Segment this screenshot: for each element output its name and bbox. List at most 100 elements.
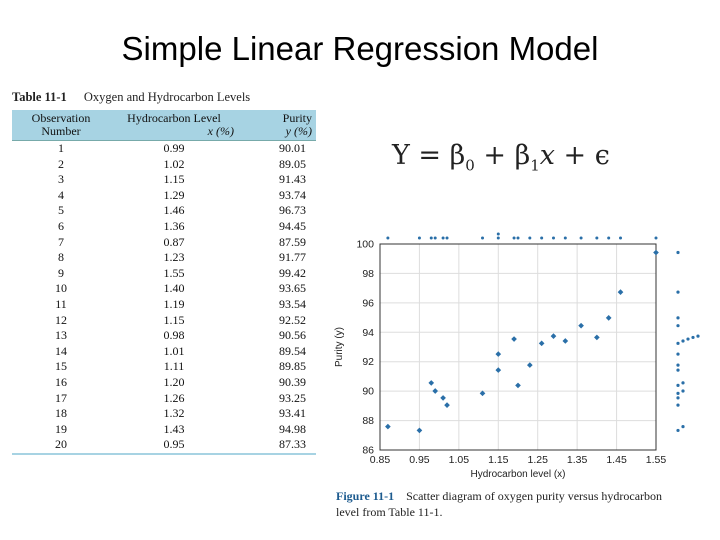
table-row: 13 0.98 90.56 [12,328,316,344]
header-hydrocarbon: Hydrocarbon Level x (%) [110,110,238,141]
observation-cell: 1 [58,141,64,155]
hydrocarbon-cell: 1.55 [163,265,185,280]
data-point [578,322,584,329]
marginal-dot-y [676,368,680,372]
hydrocarbon-cell: 1.20 [163,374,185,389]
purity-cell: 92.52 [279,312,306,327]
table-row: 7 0.87 87.59 [12,235,316,251]
table-row: 10 1.40 93.65 [12,281,316,297]
purity-cell: 96.73 [279,203,306,218]
marginal-dot-y [676,391,680,395]
marginal-dot-y [676,290,680,294]
hydrocarbon-cell: 1.26 [163,390,185,405]
header-purity-line2: y (%) [285,124,312,138]
figure-number: Figure 11-1 [336,489,395,503]
table-caption: Table 11-1 Oxygen and Hydrocarbon Levels [12,90,250,105]
header-observation-line2: Number [41,124,81,138]
table-row: 8 1.23 91.77 [12,250,316,266]
table-row: 5 1.46 96.73 [12,203,316,219]
hydrocarbon-cell: 1.46 [163,203,185,218]
purity-cell: 99.42 [279,265,306,280]
marginal-dot-y [696,334,700,338]
header-observation: Observation Number [12,110,110,141]
purity-cell: 94.98 [279,421,306,436]
hydrocarbon-cell: 1.15 [163,172,185,187]
data-point [428,380,435,386]
header-purity: Purity y (%) [238,110,316,141]
observation-cell: 17 [55,390,67,405]
data-point [550,333,557,339]
purity-cell: 90.39 [279,374,306,389]
hydrocarbon-cell: 1.19 [163,296,185,311]
marginal-dot-y [676,383,680,388]
purity-cell: 93.41 [279,406,306,421]
x-tick-label: 1.15 [488,454,509,466]
hydrocarbon-cell: 1.15 [163,312,185,327]
hydrocarbon-cell: 0.98 [163,328,185,343]
table-row: 2 1.02 89.05 [12,157,316,173]
marginal-dot-x [512,236,516,240]
observation-cell: 12 [55,312,67,327]
observation-cell: 11 [55,296,67,311]
marginal-dot-x [654,236,658,240]
marginal-dot-y [681,381,685,385]
observation-cell: 15 [55,359,67,374]
hydrocarbon-cell: 0.99 [163,141,185,155]
table-row: 11 1.19 93.54 [12,297,316,313]
marginal-dot-x [563,236,567,240]
data-point [495,351,502,357]
marginal-dot-x [540,236,544,240]
y-tick-label: 100 [356,239,374,251]
data-point [444,402,450,408]
marginal-dot-y [681,425,685,429]
observation-cell: 19 [55,421,67,436]
y-tick-label: 88 [362,415,374,427]
marginal-dot-x [417,236,421,240]
y-axis-label: Purity (y) [334,327,345,367]
marginal-dot-y [676,428,680,433]
table-row: 12 1.15 92.52 [12,313,316,329]
marginal-dot-x [496,236,500,240]
marginal-dot-y [676,363,680,367]
marginal-dot-x [607,236,611,240]
marginal-dot-x [496,232,500,236]
marginal-dot-x [441,236,445,240]
marginal-dot-y [691,335,695,340]
x-tick-label: 0.95 [409,454,430,466]
marginal-dot-y [681,339,685,343]
hydrocarbon-cell: 0.95 [163,437,185,452]
marginal-dot-y [676,316,680,320]
figure-caption: Figure 11-1 Scatter diagram of oxygen pur… [336,488,666,520]
data-point [562,338,569,344]
regression-equation: Y = β0 + β1x + ϵ [392,140,610,175]
hydrocarbon-cell: 1.43 [163,421,185,436]
purity-cell: 89.05 [279,156,306,171]
marginal-dot-x [551,236,555,240]
plot-area-frame [379,243,657,451]
y-tick-label: 86 [362,445,374,457]
hydrocarbon-cell: 1.36 [163,218,185,233]
purity-cell: 90.56 [279,328,306,343]
marginal-dot-x [516,236,520,240]
table-row: 14 1.01 89.54 [12,344,316,360]
x-tick-label: 1.55 [646,454,667,466]
table-row: 6 1.36 94.45 [12,219,316,235]
marginal-dot-x [445,236,449,240]
hydrocarbon-cell: 1.32 [163,406,185,421]
table-title: Oxygen and Hydrocarbon Levels [83,90,251,104]
marginal-dot-x [595,236,599,240]
observation-cell: 6 [58,218,64,233]
marginal-dot-y [676,352,680,356]
data-table: Observation Number Hydrocarbon Level x (… [12,110,316,455]
data-point [440,395,446,401]
table-row: 19 1.43 94.98 [12,422,316,438]
slide-title: Simple Linear Regression Model [121,30,599,67]
purity-cell: 93.65 [279,281,306,296]
table-row: 16 1.20 90.39 [12,375,316,391]
chart-grid [379,243,657,451]
scatter-chart: 86 88 90 92 94 96 98 100 0.85 0.95 1.05 1.15 1.25 1.… [334,232,700,480]
data-point [653,249,659,256]
observation-cell: 3 [58,172,64,187]
marginal-dot-x [433,236,437,240]
table-body: 1 0.99 90.01 2 1.02 89.05 3 1.15 91.43 4 1.29 93.74… [12,141,316,454]
